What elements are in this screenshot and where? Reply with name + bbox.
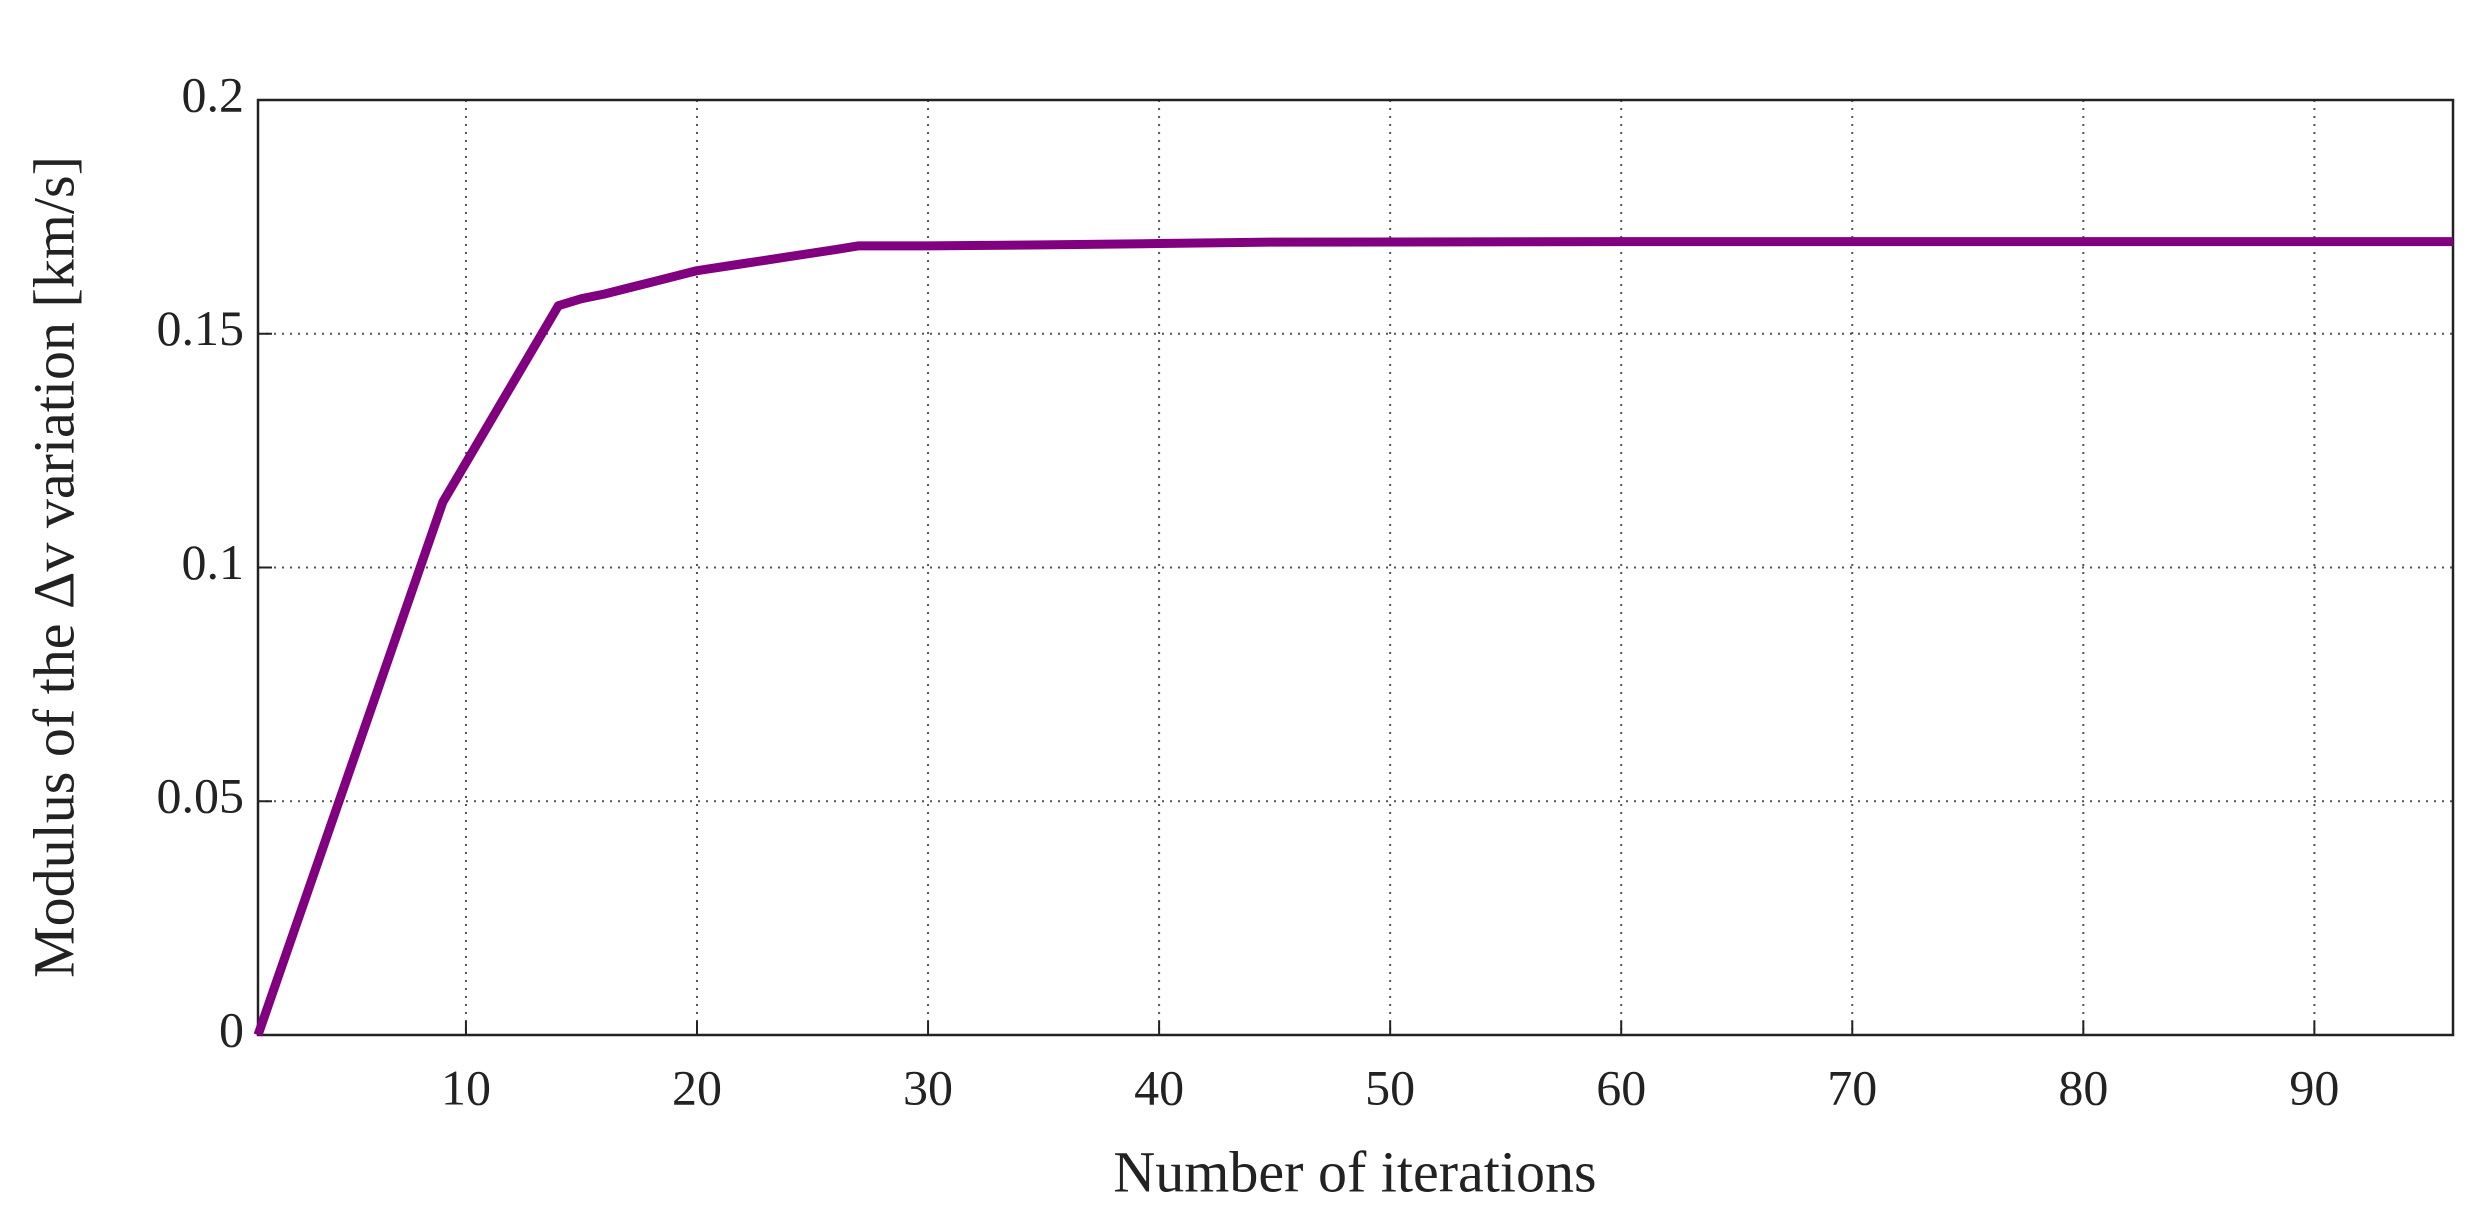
y-tick-label: 0.15 [157,300,245,356]
y-tick-label: 0.2 [182,66,245,122]
x-tick-label: 60 [1596,1059,1646,1115]
plot-frame [256,98,2455,1037]
y-tick-label: 0.1 [182,534,245,590]
x-tick-label: 80 [2058,1059,2108,1115]
y-tick-label: 0.05 [157,768,245,824]
x-axis-label: Number of iterations [1113,1139,1596,1204]
x-tick-label: 30 [903,1059,953,1115]
x-tick-label: 50 [1365,1059,1415,1115]
x-tick-label: 70 [1827,1059,1877,1115]
x-tick-label: 20 [672,1059,722,1115]
x-tick-label: 40 [1134,1059,1184,1115]
x-tick-label: 90 [2289,1059,2339,1115]
data-line [253,237,2453,1037]
y-tick-label: 0 [219,1001,244,1057]
y-axis-label: Modulus of the Δv variation [km/s] [21,156,86,978]
x-tick-label: 10 [441,1059,491,1115]
